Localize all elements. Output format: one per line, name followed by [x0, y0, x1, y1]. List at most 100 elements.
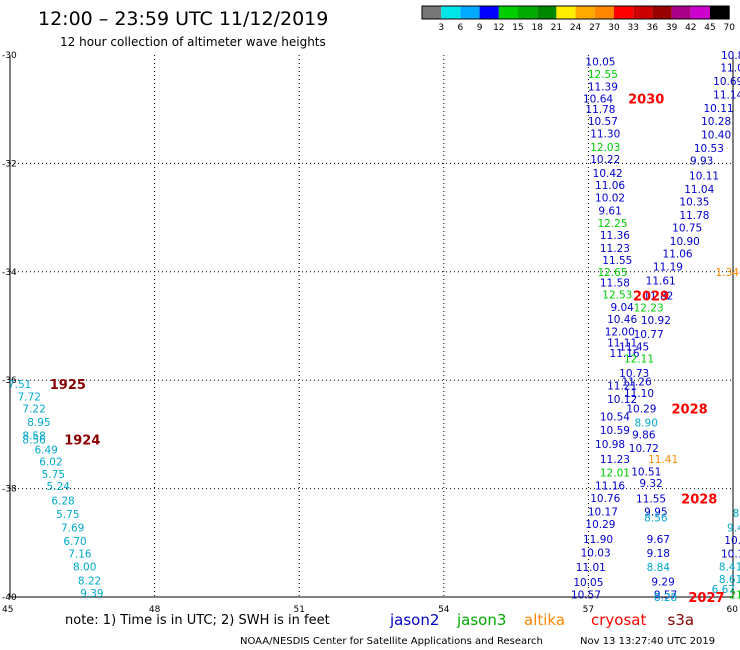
- wave-height-point: 8.84: [647, 562, 671, 574]
- wave-height-point: 12.11: [624, 354, 654, 366]
- y-tick-label: -32: [2, 159, 17, 169]
- wave-height-point: 11.58: [600, 278, 630, 290]
- pass-time-label: 2029: [633, 290, 669, 305]
- color-key-label: 30: [608, 23, 620, 33]
- color-key-swatch: [594, 6, 614, 19]
- wave-height-point: 9.93: [690, 156, 713, 168]
- wave-height-point: 6.49: [34, 445, 57, 457]
- wave-height-point: 11.45: [619, 342, 649, 354]
- pass-time-label: 2030: [628, 92, 664, 107]
- pass-time-label: 2028: [672, 402, 708, 417]
- wave-height-point: 12.01: [600, 467, 630, 479]
- wave-height-point: 9.67: [647, 534, 670, 546]
- wave-height-point: 9.86: [632, 429, 656, 441]
- wave-height-point: 10.73: [619, 368, 649, 380]
- wave-height-point: 10.53: [694, 143, 724, 155]
- y-tick-label: -36: [2, 376, 17, 386]
- wave-height-point: 10.90: [670, 236, 700, 248]
- wave-height-point: 6.67: [712, 584, 735, 596]
- y-tick-label: -40: [2, 593, 17, 603]
- x-tick-label: 51: [293, 605, 304, 615]
- wave-height-point: 11.55: [636, 493, 666, 505]
- color-key-swatch: [614, 6, 634, 19]
- color-key-swatch: [671, 6, 691, 19]
- wave-height-point: 21: [729, 589, 740, 601]
- wave-height-point: 10.29: [585, 519, 615, 531]
- wave-height-point: 11.10: [624, 388, 654, 400]
- wave-height-point: 5.24: [47, 481, 71, 493]
- y-tick-label: -34: [2, 268, 17, 278]
- wave-height-point: 8.58: [22, 430, 45, 442]
- y-tick-label: -38: [2, 485, 17, 495]
- wave-height-point: 7.22: [22, 403, 45, 415]
- wave-height-point: 10.05: [585, 57, 615, 69]
- color-key-swatch: [537, 6, 557, 19]
- wave-height-point: 10.22: [590, 154, 620, 166]
- wave-height-point: 11.82: [643, 291, 673, 303]
- x-tick-label: 57: [583, 605, 594, 615]
- satellite-legend-cryosat: cryosat: [591, 611, 646, 629]
- color-key-swatch: [710, 6, 730, 19]
- color-key-swatch: [498, 6, 518, 19]
- wave-height-point: 11.36: [600, 230, 630, 242]
- footer-note: note: 1) Time is in UTC; 2) SWH is in fe…: [65, 613, 330, 628]
- wave-height-point: 10.29: [626, 403, 656, 415]
- wave-height-point: 12.53: [602, 290, 632, 302]
- wave-height-point: 7.72: [18, 391, 41, 403]
- pass-labels: 2030 1925 1924 2029 2028 2028 2027: [50, 92, 725, 606]
- wave-height-point: 10.54: [600, 412, 630, 424]
- wave-height-point: 10.59: [600, 425, 630, 437]
- pass-time-label: 2027: [688, 591, 724, 606]
- wave-height-point: 10.02: [595, 193, 625, 205]
- chart-title: 12:00 – 23:59 UTC 11/12/2019: [38, 8, 328, 30]
- wave-height-point: 7.69: [61, 523, 84, 535]
- wave-height-point: 10.03: [581, 548, 611, 560]
- y-tick-label: -30: [2, 51, 17, 61]
- wave-height-point: 10.98: [595, 439, 625, 451]
- pass-time-label: 1924: [64, 433, 100, 448]
- axis-ticks: -30 -32 -34 -36 -38 -40 45 48 51 54 57 60: [2, 51, 738, 615]
- color-key-label: 6: [458, 23, 464, 33]
- wave-height-point: 8.00: [73, 562, 96, 574]
- footer-timestamp: Nov 13 13:27:40 UTC 2019: [580, 636, 715, 647]
- color-key-label: 39: [666, 23, 678, 33]
- wave-height-point: 6.02: [39, 457, 62, 469]
- color-key-border: [421, 5, 730, 20]
- x-tick-label: 54: [438, 605, 450, 615]
- wave-height-point: 11.11: [607, 337, 637, 349]
- wave-height-point: 9.04: [610, 302, 634, 314]
- wave-height-point: 11.41: [648, 454, 678, 466]
- color-key-label: 70: [723, 23, 735, 33]
- grid-lines: [10, 55, 733, 597]
- wave-height-point: 10.17: [588, 506, 618, 518]
- color-key-label: 36: [647, 23, 659, 33]
- wave-height-point: 10.12: [607, 394, 637, 406]
- color-key-swatch: [518, 6, 538, 19]
- wave-height-point: 11.03: [720, 62, 740, 74]
- wave-height-point: 7.51: [8, 379, 31, 391]
- satellite-legend-altika: altika: [524, 611, 565, 629]
- pass-time-label: 2028: [681, 492, 717, 507]
- wave-height-point: 11.90: [583, 534, 613, 546]
- wave-height-point: 8.22: [78, 576, 101, 588]
- wave-height-point: 7.16: [68, 549, 92, 561]
- wave-height-point: 12.55: [588, 69, 618, 81]
- color-key-label: 3: [438, 23, 444, 33]
- plot-frame: [9, 55, 734, 598]
- wave-height-point: 11.06: [663, 248, 693, 260]
- wave-height-point: 12.00: [605, 326, 635, 338]
- wave-height-point: 9.4: [727, 523, 740, 535]
- wave-height-point: 10.76: [590, 493, 620, 505]
- color-key-label: 12: [493, 23, 504, 33]
- color-key-label: 18: [531, 23, 543, 33]
- color-key-label: 24: [570, 23, 582, 33]
- wave-height-point: 10.57: [571, 589, 601, 601]
- color-key-label: 21: [551, 23, 562, 33]
- color-key-swatch: [633, 6, 653, 19]
- wave-height-point: 10.51: [631, 466, 661, 478]
- wave-height-point: 10.11: [704, 103, 734, 115]
- wave-height-point: 11.23: [600, 454, 630, 466]
- wave-height-point: 8.56: [644, 512, 668, 524]
